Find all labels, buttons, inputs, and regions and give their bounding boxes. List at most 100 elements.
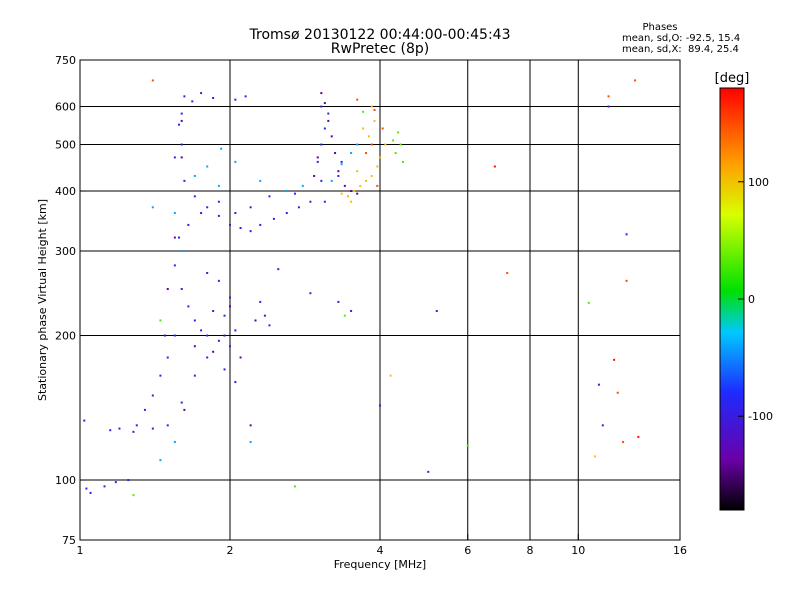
data-point	[173, 236, 176, 239]
data-point	[330, 179, 333, 182]
data-point	[634, 79, 637, 82]
data-point	[399, 143, 402, 146]
data-point	[394, 152, 397, 155]
data-point	[327, 112, 330, 115]
data-point	[259, 179, 262, 182]
data-point	[637, 435, 640, 438]
stats-line-x: mean, sd,X: 89.4, 25.4	[622, 44, 739, 55]
data-point	[180, 250, 183, 253]
data-point	[587, 301, 590, 304]
data-point	[389, 374, 392, 377]
x-tick-label: 16	[673, 544, 687, 557]
y-tick-label: 300	[55, 245, 76, 258]
data-point	[206, 206, 209, 209]
data-point	[435, 309, 438, 312]
data-point	[597, 383, 600, 386]
data-point	[320, 143, 323, 146]
x-tick-label: 2	[227, 544, 234, 557]
data-point	[268, 195, 271, 198]
data-point	[223, 314, 226, 317]
colorbar-tick-label: -100	[748, 410, 773, 423]
data-point	[301, 184, 304, 187]
data-point	[350, 190, 353, 193]
data-point	[337, 170, 340, 173]
data-point	[109, 429, 112, 432]
data-point	[340, 163, 343, 166]
data-point	[234, 329, 237, 332]
data-point	[356, 192, 359, 195]
data-point	[362, 127, 365, 130]
data-point	[132, 494, 135, 497]
data-point	[427, 470, 430, 473]
y-tick-label: 600	[55, 101, 76, 114]
data-point	[151, 394, 154, 397]
data-point	[223, 334, 226, 337]
data-point	[85, 487, 88, 490]
y-tick-label: 750	[55, 54, 76, 67]
data-point	[200, 212, 203, 215]
colorbar-tick-label: 0	[748, 293, 755, 306]
data-point	[118, 427, 121, 430]
data-point	[254, 319, 257, 322]
data-point	[180, 288, 183, 291]
data-point	[625, 279, 628, 282]
data-point	[206, 165, 209, 168]
data-point	[234, 381, 237, 384]
data-point	[616, 391, 619, 394]
data-point	[229, 305, 231, 308]
data-point	[166, 356, 169, 359]
data-point	[151, 79, 154, 82]
data-point	[293, 485, 296, 488]
data-point	[183, 95, 186, 98]
x-tick-label: 4	[377, 544, 384, 557]
data-point	[277, 268, 280, 271]
data-point	[327, 119, 330, 122]
data-point	[613, 358, 616, 361]
data-point	[607, 95, 610, 98]
data-point	[272, 217, 275, 220]
colorbar-label: [deg]	[715, 71, 750, 86]
data-point	[217, 184, 220, 187]
data-point	[356, 98, 359, 101]
data-point	[359, 184, 362, 187]
data-point	[193, 195, 196, 198]
data-point	[293, 192, 296, 195]
data-point	[346, 195, 349, 198]
data-point	[373, 109, 376, 112]
data-point	[114, 481, 117, 484]
data-point	[376, 184, 379, 187]
data-point	[384, 143, 387, 146]
data-point	[249, 424, 252, 427]
data-point	[376, 165, 379, 168]
data-point	[180, 143, 183, 146]
data-point	[622, 441, 625, 444]
data-point	[259, 300, 262, 303]
data-point	[180, 112, 183, 115]
data-point	[625, 233, 628, 236]
data-point	[316, 156, 319, 159]
data-point	[180, 401, 183, 404]
data-point	[183, 408, 186, 411]
y-tick-label: 400	[55, 185, 76, 198]
data-point	[89, 491, 92, 494]
data-point	[173, 441, 176, 444]
y-tick-label: 200	[55, 330, 76, 343]
data-point	[340, 192, 343, 195]
data-point	[379, 156, 381, 159]
data-point	[234, 212, 237, 215]
data-point	[135, 424, 138, 427]
data-point	[212, 350, 215, 353]
chart-title: Tromsø 20130122 00:44:00-00:45:43	[249, 27, 511, 43]
data-point	[187, 305, 190, 308]
data-point	[370, 143, 373, 146]
data-point	[337, 174, 340, 177]
data-point	[193, 345, 196, 348]
data-point	[191, 100, 194, 103]
x-tick-label: 6	[464, 544, 471, 557]
data-point	[330, 135, 333, 138]
data-point	[373, 119, 376, 122]
data-point	[166, 424, 169, 427]
data-point	[249, 206, 252, 209]
data-point	[334, 152, 337, 155]
data-point	[127, 479, 130, 482]
